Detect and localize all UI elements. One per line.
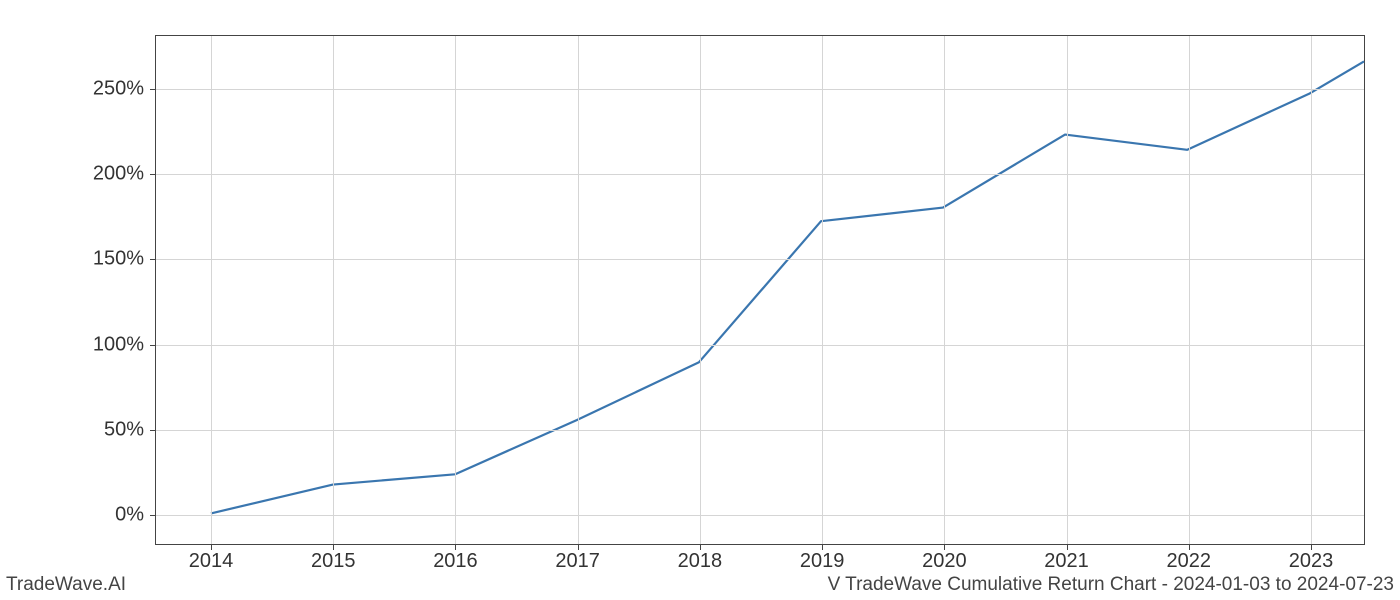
y-tick-mark xyxy=(150,430,156,431)
x-tick-label: 2014 xyxy=(189,550,234,573)
gridline-h xyxy=(156,174,1364,175)
gridline-h xyxy=(156,259,1364,260)
y-tick-label: 200% xyxy=(93,163,144,186)
footer-chart-title: V TradeWave Cumulative Return Chart - 20… xyxy=(828,574,1394,596)
gridline-v xyxy=(455,36,456,544)
gridline-h xyxy=(156,345,1364,346)
y-tick-label: 100% xyxy=(93,333,144,356)
y-tick-mark xyxy=(150,174,156,175)
x-tick-label: 2022 xyxy=(1167,550,1212,573)
gridline-v xyxy=(1067,36,1068,544)
y-tick-label: 250% xyxy=(93,77,144,100)
y-tick-mark xyxy=(150,345,156,346)
x-tick-label: 2018 xyxy=(678,550,723,573)
x-tick-label: 2017 xyxy=(555,550,600,573)
gridline-v xyxy=(578,36,579,544)
y-tick-mark xyxy=(150,89,156,90)
gridline-v xyxy=(1311,36,1312,544)
gridline-v xyxy=(944,36,945,544)
x-tick-label: 2023 xyxy=(1289,550,1334,573)
gridline-v xyxy=(700,36,701,544)
series-line xyxy=(211,61,1364,513)
x-tick-label: 2019 xyxy=(800,550,845,573)
y-tick-label: 50% xyxy=(104,419,144,442)
gridline-v xyxy=(333,36,334,544)
y-tick-mark xyxy=(150,259,156,260)
gridline-v xyxy=(822,36,823,544)
footer-brand: TradeWave.AI xyxy=(6,574,126,596)
x-tick-label: 2021 xyxy=(1044,550,1089,573)
gridline-v xyxy=(1189,36,1190,544)
gridline-h xyxy=(156,515,1364,516)
y-tick-label: 150% xyxy=(93,248,144,271)
plot-area: 2014201520162017201820192020202120222023… xyxy=(155,35,1365,545)
x-tick-label: 2020 xyxy=(922,550,967,573)
x-tick-label: 2016 xyxy=(433,550,478,573)
line-series xyxy=(156,36,1364,544)
y-tick-mark xyxy=(150,515,156,516)
gridline-h xyxy=(156,89,1364,90)
gridline-v xyxy=(211,36,212,544)
y-tick-label: 0% xyxy=(115,504,144,527)
gridline-h xyxy=(156,430,1364,431)
x-tick-label: 2015 xyxy=(311,550,356,573)
return-chart: 2014201520162017201820192020202120222023… xyxy=(155,35,1365,545)
